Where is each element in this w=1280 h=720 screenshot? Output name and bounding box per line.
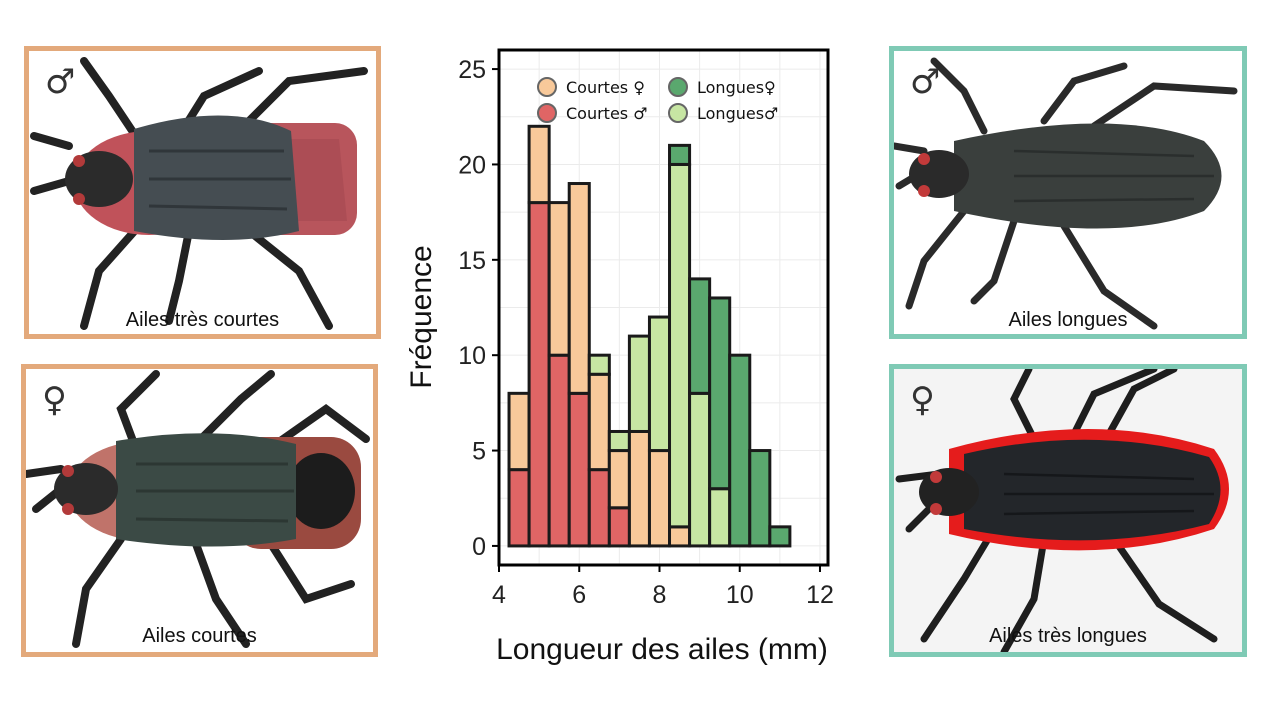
histogram-bar — [627, 334, 651, 433]
histogram-bar — [587, 353, 611, 376]
histogram-bar — [527, 124, 551, 205]
photo-panel-female-short-wings: ♀ Ailes courtes — [21, 364, 378, 657]
histogram-bar — [708, 487, 732, 548]
legend-label: Longues♀ — [697, 78, 776, 97]
x-tick-label: 4 — [492, 581, 506, 609]
y-tick-label: 10 — [458, 342, 486, 370]
y-tick-label: 0 — [472, 533, 486, 561]
caption-long-wings: Ailes longues — [1008, 309, 1128, 331]
histogram-bar — [748, 449, 772, 548]
histogram-bar — [668, 162, 692, 529]
legend-marker — [668, 77, 688, 97]
tick-layer: 4 6 8 10 12 0 5 10 15 20 25 — [458, 56, 834, 609]
histogram-bar — [587, 372, 611, 472]
wing-length-histogram: 4 6 8 10 12 0 5 10 15 20 25 Courtes ♀ Longues♀ Court… — [400, 40, 860, 680]
legend-label: Courtes ♂ — [566, 104, 648, 123]
photo-panel-male-long-wings: ♂ Ailes longues — [889, 46, 1247, 339]
histogram-bar — [647, 315, 672, 453]
histogram-bar — [708, 296, 732, 491]
bug-photo-long-wings — [894, 57, 1238, 330]
photo-panel-female-very-long-wings: ♀ Ailes très longues — [889, 364, 1247, 657]
female-symbol: ♀ — [910, 380, 935, 420]
histogram-bar — [547, 201, 571, 357]
histogram-bar — [567, 391, 591, 548]
histogram-bar — [627, 429, 651, 548]
histogram-bar — [688, 277, 712, 395]
x-axis-label: Longueur des ailes (mm) — [496, 633, 828, 666]
histogram-bar — [567, 182, 591, 395]
caption-short-wings: Ailes courtes — [142, 625, 257, 647]
x-tick-label: 10 — [726, 581, 754, 609]
x-tick-label: 6 — [572, 581, 586, 609]
histogram-bar — [527, 201, 551, 548]
histogram-bar — [668, 143, 692, 166]
legend-marker — [668, 103, 688, 123]
legend-marker — [537, 103, 557, 123]
histogram-bar — [587, 468, 611, 548]
y-tick-label: 20 — [458, 151, 486, 179]
histogram-bar — [507, 391, 531, 472]
y-tick-label: 5 — [472, 438, 486, 466]
caption-very-long-wings: Ailes très longues — [989, 625, 1147, 647]
legend-marker — [537, 77, 557, 97]
histogram-bar — [607, 449, 631, 510]
histogram-bar — [728, 353, 752, 548]
legend-layer: Courtes ♀ Longues♀ Courtes ♂ Longues♂ — [537, 77, 778, 123]
caption-very-short-wings: Ailes très courtes — [125, 309, 280, 331]
histogram-bar — [668, 525, 692, 548]
plot-frame — [497, 48, 830, 567]
y-axis-label: Fréquence — [405, 245, 438, 388]
histogram-bar — [647, 449, 672, 548]
legend-label: Courtes ♀ — [566, 78, 645, 97]
legend-label: Longues♂ — [697, 104, 778, 123]
histogram-bar — [688, 391, 712, 548]
x-tick-label: 8 — [653, 581, 667, 609]
bug-photo-very-short-wings — [30, 57, 368, 330]
male-symbol: ♂ — [910, 62, 941, 102]
female-symbol: ♀ — [42, 380, 67, 420]
y-tick-label: 25 — [458, 56, 486, 84]
histogram-bar — [607, 429, 631, 453]
male-symbol: ♂ — [45, 62, 76, 102]
histogram-bar — [507, 468, 531, 548]
histogram-bar — [607, 506, 631, 548]
histogram-bar — [547, 353, 571, 548]
y-tick-label: 15 — [458, 247, 486, 275]
photo-panel-male-very-short-wings: ♂ Ailes très courtes — [24, 46, 381, 339]
histogram-bar — [768, 525, 792, 548]
bug-photo-very-long-wings — [894, 369, 1242, 652]
bug-photo-short-wings — [26, 370, 370, 648]
bar-layer — [507, 124, 792, 548]
x-tick-label: 12 — [806, 581, 834, 609]
